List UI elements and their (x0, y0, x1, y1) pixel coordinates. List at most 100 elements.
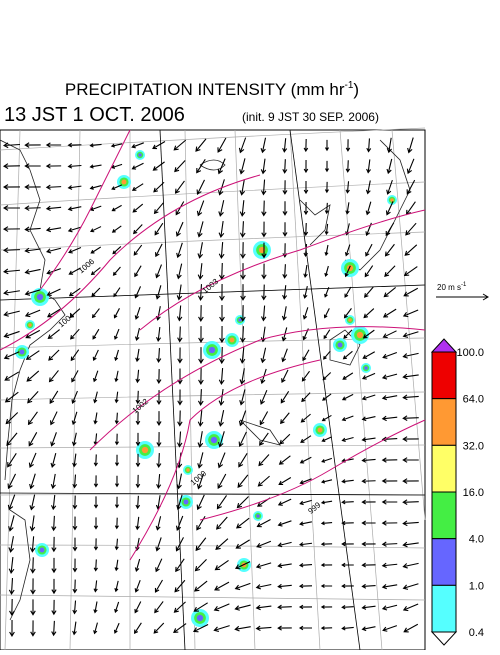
wind-arrow (8, 557, 15, 574)
wind-arrow (403, 266, 418, 277)
wind-arrow (381, 415, 398, 422)
wind-arrow (280, 412, 290, 425)
wind-arrow (219, 283, 225, 302)
wind-arrow (279, 433, 291, 445)
wind-arrow (402, 478, 419, 484)
wind-arrow (29, 536, 36, 553)
wind-arrow (110, 143, 123, 148)
wind-arrow (342, 350, 353, 360)
wind-arrow (403, 287, 419, 297)
precip-cell (210, 436, 218, 444)
wind-arrow (2, 247, 20, 254)
wind-arrow (92, 328, 100, 340)
wind-arrow (362, 351, 376, 359)
wind-arrow (25, 329, 41, 339)
wind-arrow (403, 623, 419, 633)
wind-arrow (320, 563, 333, 568)
wind-arrow (26, 370, 40, 382)
isobar (39, 129, 131, 291)
wind-arrow (261, 242, 267, 259)
wind-arrow (218, 367, 225, 386)
wind-arrow (402, 541, 419, 548)
wind-arrow (402, 309, 419, 318)
wind-arrow (134, 601, 142, 614)
wind-arrow (72, 600, 78, 615)
wind-arrow (49, 411, 58, 426)
wind-arrow (72, 537, 78, 552)
wind-arrow (381, 541, 398, 547)
precip-cell (337, 342, 343, 348)
wind-arrow (135, 516, 140, 531)
wind-arrow (2, 163, 20, 169)
wind-arrow (366, 138, 372, 153)
wind-arrow (67, 142, 82, 148)
wind-arrow (174, 160, 186, 173)
wind-arrow (238, 410, 247, 427)
wind-arrow (153, 202, 164, 215)
wind-arrow (198, 305, 204, 322)
wind-arrow (155, 537, 162, 552)
wind-arrow (324, 265, 329, 277)
precip-cell (238, 318, 242, 322)
wind-arrow (156, 432, 162, 448)
wind-arrow (194, 580, 208, 592)
reference-label: 20 m s-1 (437, 282, 467, 292)
wind-arrow (239, 389, 246, 406)
wind-arrow (156, 327, 162, 342)
wind-arrow (282, 180, 288, 195)
wind-arrow (197, 389, 204, 406)
wind-arrow (385, 222, 395, 237)
wind-arrow (72, 558, 78, 573)
grid-line (0, 127, 426, 151)
wind-arrow (177, 410, 183, 427)
wind-arrow (402, 436, 419, 442)
wind-arrow (282, 285, 288, 300)
wind-arrow (114, 370, 119, 383)
wind-arrow (218, 221, 225, 238)
wind-arrow (51, 515, 57, 532)
wind-arrow (302, 307, 309, 320)
wind-arrow (4, 391, 19, 403)
wind-arrow (300, 413, 311, 423)
wind-arrow (175, 515, 184, 531)
wind-arrow (298, 562, 313, 568)
wind-arrow (322, 372, 332, 381)
wind-arrow (113, 622, 120, 634)
wind-arrow (385, 201, 394, 216)
wind-arrow (381, 373, 398, 380)
wind-arrow (197, 263, 204, 280)
wind-arrow (383, 287, 397, 298)
wind-arrow (46, 308, 61, 318)
wind-arrow (173, 601, 186, 613)
coastline (0, 139, 66, 481)
wind-arrow (239, 347, 246, 364)
colorbar-segment (431, 584, 457, 633)
wind-arrow (261, 179, 267, 196)
wind-arrow (343, 329, 353, 339)
wind-arrow (71, 411, 78, 426)
wind-arrow (258, 454, 270, 467)
wind-arrow (218, 410, 225, 427)
wind-arrow (404, 244, 418, 256)
wind-arrow (217, 179, 225, 196)
wind-arrow (240, 242, 246, 259)
wind-arrow (282, 264, 288, 279)
colorbar-label: 1.0 (469, 580, 484, 592)
wind-arrow (7, 494, 16, 511)
wind-arrow (341, 604, 354, 610)
wind-arrow (113, 287, 121, 298)
wind-arrow (46, 288, 61, 297)
wind-arrow (153, 622, 165, 634)
grid-line (0, 444, 426, 449)
wind-arrow (365, 201, 372, 216)
wind-arrow (277, 498, 292, 506)
wind-arrow (299, 499, 312, 506)
grid-line (69, 129, 81, 651)
wind-arrow (320, 542, 333, 547)
wind-arrow (238, 431, 247, 448)
wind-arrow (239, 200, 246, 217)
wind-arrow (135, 390, 141, 405)
wind-arrow (152, 141, 166, 150)
wind-arrow (217, 473, 227, 489)
wind-arrow (299, 456, 312, 464)
